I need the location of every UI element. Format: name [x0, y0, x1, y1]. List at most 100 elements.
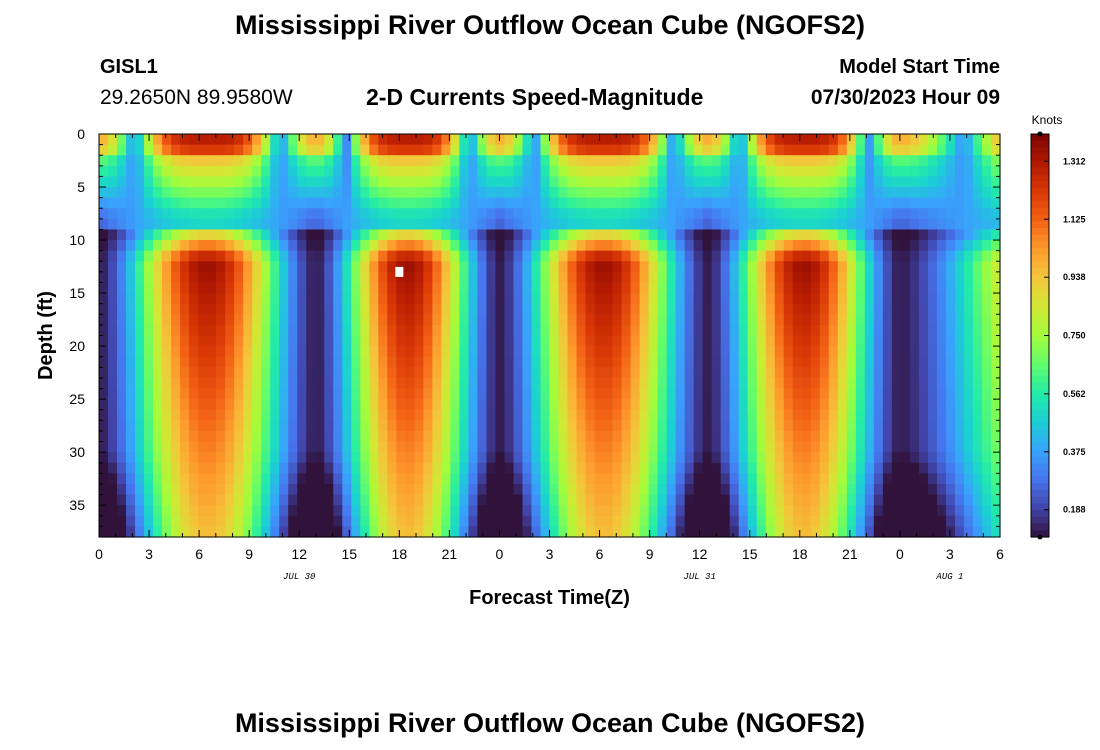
heat-cell — [810, 176, 821, 188]
heat-cell — [513, 494, 524, 506]
heat-cell — [783, 218, 794, 231]
heat-cell — [117, 218, 127, 231]
heat-cell — [513, 335, 524, 347]
heat-cell — [360, 473, 370, 485]
heat-cell — [306, 271, 316, 284]
heat-cell — [396, 303, 406, 315]
heat-cell — [459, 250, 470, 262]
heat-cell — [657, 515, 668, 527]
heat-cell — [639, 324, 650, 337]
heat-cell — [423, 293, 433, 305]
heat-cell — [504, 261, 515, 273]
heat-cell — [270, 250, 280, 262]
heat-cell — [783, 367, 794, 379]
heat-cell — [612, 165, 623, 178]
heat-cell — [414, 144, 424, 156]
heat-cell — [936, 250, 947, 262]
heat-cell — [828, 229, 839, 241]
heat-cell — [792, 452, 803, 464]
heat-cell — [675, 483, 686, 496]
heat-cell — [369, 187, 379, 199]
heat-cell — [261, 208, 271, 220]
heat-cell — [315, 377, 325, 390]
heat-cell — [621, 356, 632, 368]
heat-cell — [783, 452, 794, 464]
heat-cell — [873, 494, 884, 506]
heat-cell — [864, 240, 875, 252]
heat-cell — [945, 187, 956, 199]
heat-cell — [702, 483, 713, 496]
heat-cell — [234, 324, 244, 337]
colorbar-segment — [1031, 516, 1049, 525]
heat-cell — [378, 144, 388, 156]
heat-cell — [513, 314, 524, 326]
heat-cell — [207, 271, 217, 284]
heat-cell — [99, 176, 109, 188]
x-tick-label: 9 — [245, 546, 253, 562]
heat-cell — [882, 420, 893, 432]
heat-cell — [405, 144, 415, 156]
heat-cell — [315, 261, 325, 273]
heat-cell — [414, 314, 424, 326]
heat-cell — [441, 409, 451, 421]
heat-cell — [765, 303, 776, 315]
heat-cell — [513, 505, 524, 517]
heat-cell — [756, 208, 767, 220]
heat-cell — [639, 335, 650, 347]
heat-cell — [747, 218, 758, 231]
heat-cell — [477, 388, 488, 400]
heat-cell — [549, 399, 560, 411]
heat-cell — [279, 526, 289, 538]
heat-cell — [135, 176, 145, 188]
heat-cell — [450, 165, 460, 178]
heat-cell — [837, 155, 848, 167]
heat-cell — [972, 526, 983, 538]
heat-cell — [900, 187, 911, 199]
heat-cell — [522, 144, 533, 156]
heat-cell — [540, 399, 551, 411]
heat-cell — [900, 452, 911, 464]
heat-cell — [495, 134, 506, 146]
colorbar-segment — [1031, 362, 1049, 370]
heat-cell — [810, 462, 821, 474]
heat-cell — [225, 420, 235, 432]
heat-cell — [531, 250, 542, 262]
heat-cell — [477, 452, 488, 464]
heat-cell — [675, 409, 686, 421]
heat-cell — [144, 483, 154, 496]
heat-cell — [927, 483, 938, 496]
heat-cell — [396, 515, 406, 527]
heat-cell — [603, 218, 614, 231]
heat-cell — [756, 229, 767, 241]
date-label: JUL 30 — [283, 572, 316, 582]
heat-cell — [117, 388, 127, 400]
heat-cell — [900, 483, 911, 496]
heat-cell — [738, 197, 749, 209]
heat-cell — [648, 176, 659, 188]
heat-cell — [522, 441, 533, 453]
heat-cell — [972, 208, 983, 220]
heat-cell — [738, 483, 749, 496]
heat-cell — [954, 505, 965, 517]
heat-cell — [576, 505, 587, 517]
heat-cell — [387, 452, 397, 464]
heat-cell — [918, 526, 929, 538]
heat-cell — [954, 293, 965, 305]
heat-cell — [837, 293, 848, 305]
heat-cell — [387, 462, 397, 474]
heat-cell — [801, 240, 812, 252]
heat-cell — [630, 356, 641, 368]
heat-cell — [846, 356, 857, 368]
heat-cell — [261, 250, 271, 262]
heat-cell — [315, 314, 325, 326]
heat-cell — [576, 208, 587, 220]
heat-cell — [468, 335, 479, 347]
heat-cell — [783, 377, 794, 390]
heat-cell — [369, 409, 379, 421]
heat-cell — [531, 452, 542, 464]
heat-cell — [828, 282, 839, 294]
heat-cell — [441, 282, 451, 294]
heat-cell — [423, 430, 433, 443]
heat-cell — [639, 483, 650, 496]
heat-cell — [594, 494, 605, 506]
